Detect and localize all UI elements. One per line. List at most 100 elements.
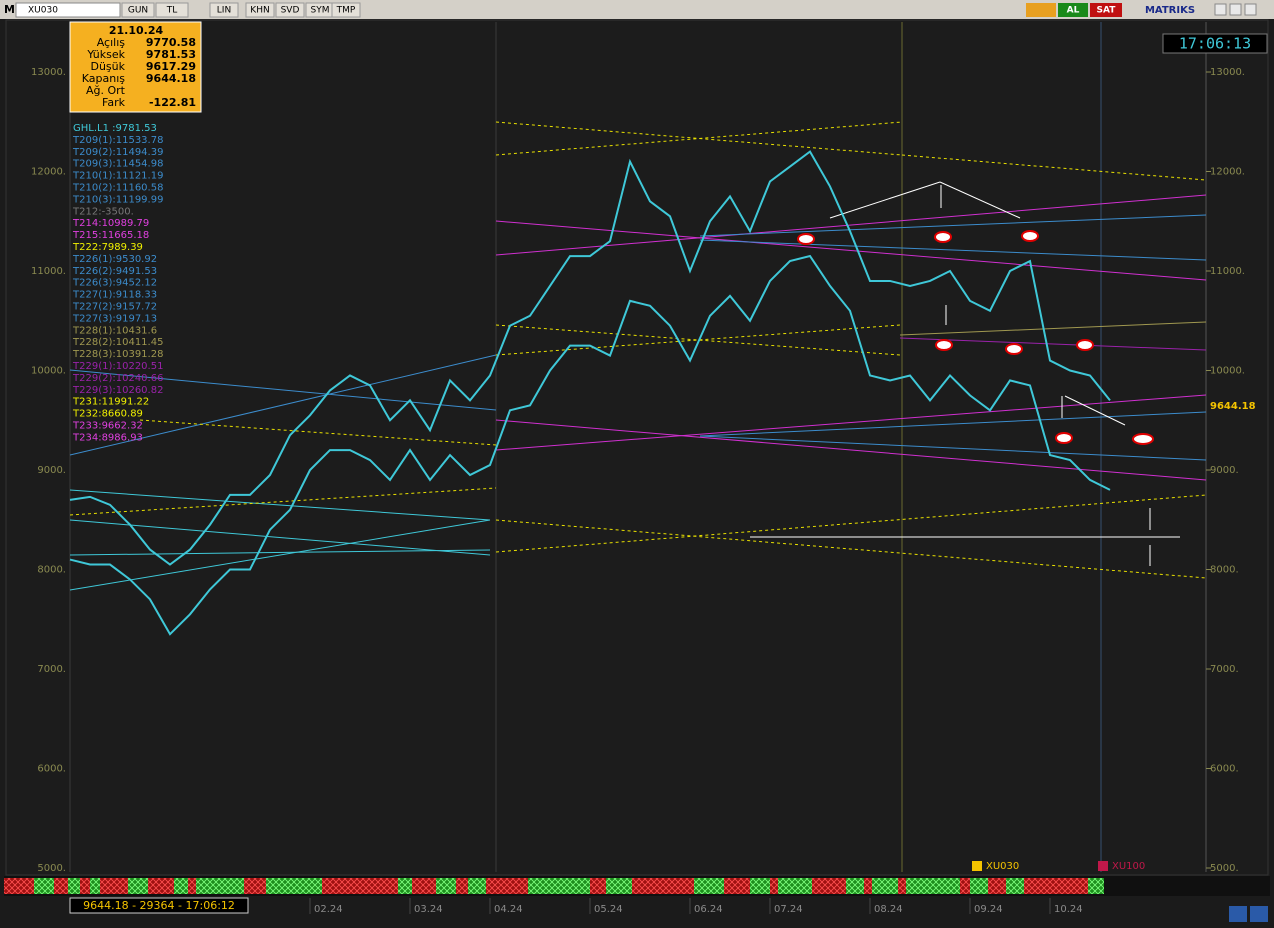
period-block	[694, 878, 724, 894]
toolbar-button-label[interactable]: TMP	[336, 6, 356, 16]
buy-label[interactable]: AL	[1067, 6, 1080, 16]
period-block	[128, 878, 148, 894]
indicator-label: T210(2):11160.58	[72, 183, 163, 194]
price-line	[69, 254, 1111, 636]
period-block	[812, 878, 846, 894]
indicator-label: T233:9662.32	[72, 421, 143, 432]
indicator-label: T226(1):9530.92	[72, 254, 157, 265]
y-tick-label: 5000.	[37, 863, 66, 874]
period-block	[80, 878, 90, 894]
indicator-label: GHL.L1 :9781.53	[73, 123, 157, 134]
indicator-label: T228(3):10391.28	[72, 349, 163, 360]
period-block	[632, 878, 694, 894]
buy-button[interactable]	[1058, 3, 1088, 17]
x-tick-label: 10.24	[1054, 904, 1083, 915]
markers	[797, 230, 1154, 445]
y-tick-label: 7000.	[1210, 664, 1239, 675]
indicator-label: T226(2):9491.53	[72, 266, 157, 277]
period-block	[1006, 878, 1024, 894]
period-block	[436, 878, 456, 894]
clock: 17:06:13	[1179, 35, 1251, 53]
indicator-label: T226(3):9452.12	[72, 278, 157, 289]
last-price: 9644.18	[1210, 401, 1256, 412]
period-block	[606, 878, 632, 894]
symbol-box[interactable]	[15, 2, 121, 18]
toolbar-button[interactable]	[155, 2, 189, 18]
scroll-button[interactable]	[1229, 906, 1247, 922]
info-label: Kapanış	[82, 72, 126, 85]
period-block	[924, 878, 960, 894]
y-tick-label: 12000.	[1210, 167, 1245, 178]
y-tick-label: 6000.	[37, 764, 66, 775]
period-block	[412, 878, 436, 894]
period-block	[778, 878, 812, 894]
period-block	[90, 878, 100, 894]
indicator-label: T228(1):10431.6	[72, 325, 157, 336]
toolbar-button-label[interactable]: SYM	[311, 6, 330, 16]
status: 9644.18 - 29364 - 17:06:12	[83, 899, 235, 912]
info-box	[69, 21, 202, 113]
clock-box	[1162, 33, 1268, 54]
close[interactable]	[1244, 3, 1257, 16]
period-block	[486, 878, 528, 894]
toolbar-button[interactable]	[209, 2, 239, 18]
icon[interactable]	[1026, 3, 1056, 17]
period-block	[68, 878, 80, 894]
y-tick-label: 9000.	[37, 465, 66, 476]
toolbar-button[interactable]	[275, 2, 305, 18]
x-tick-label: 05.24	[594, 904, 623, 915]
period-block	[960, 878, 970, 894]
x-tick-label: 06.24	[694, 904, 723, 915]
indicator-label: T209(2):11494.39	[72, 147, 163, 158]
period-block	[244, 878, 266, 894]
sell-label[interactable]: SAT	[1097, 6, 1117, 16]
minimize[interactable]	[1214, 3, 1227, 16]
period-block	[528, 878, 590, 894]
toolbar-button[interactable]	[121, 2, 155, 18]
period-block	[590, 878, 606, 894]
sell-button[interactable]	[1090, 3, 1122, 17]
info-value: 9781.53	[146, 48, 196, 61]
period-block	[398, 878, 412, 894]
indicator-label: T222:7989.39	[72, 242, 143, 253]
menu[interactable]: M	[4, 3, 15, 16]
toolbar-button-label[interactable]: LIN	[217, 6, 231, 16]
y-tick-label: 10000.	[31, 366, 66, 377]
indicator-label: T227(2):9157.72	[72, 302, 157, 313]
period-block	[148, 878, 174, 894]
indicator-label: T209(3):11454.98	[72, 159, 163, 170]
plot-area	[5, 19, 1269, 876]
period-block	[174, 878, 188, 894]
period-block	[898, 878, 906, 894]
toolbar-button-label[interactable]: GUN	[128, 6, 148, 16]
legend-swatch	[1098, 861, 1108, 871]
indicator-label: T210(3):11199.99	[72, 194, 163, 205]
maximize[interactable]	[1229, 3, 1242, 16]
scroll-button[interactable]	[1250, 906, 1268, 922]
period-block	[266, 878, 322, 894]
y-tick-label: 10000.	[1210, 366, 1245, 377]
period-block	[1024, 878, 1088, 894]
indicator-label: T229(1):10220.51	[72, 361, 163, 372]
period-block	[468, 878, 486, 894]
info-value: 9770.58	[146, 36, 196, 49]
period-block	[1088, 878, 1104, 894]
brand: MATRIKS	[1145, 5, 1195, 16]
indicator-label: T231:11991.22	[72, 397, 149, 408]
info-label: Ağ. Ort	[86, 84, 126, 97]
period-block	[188, 878, 196, 894]
toolbar-button-label[interactable]: TL	[166, 6, 178, 16]
period-block	[846, 878, 864, 894]
toolbar-button-label[interactable]: SVD	[281, 6, 300, 16]
indicator-label: T210(1):11121.19	[72, 171, 163, 182]
symbol[interactable]: XU030	[28, 6, 58, 16]
period-block	[4, 878, 34, 894]
x-tick-label: 09.24	[974, 904, 1003, 915]
y-tick-label: 13000.	[1210, 67, 1245, 78]
toolbar-button[interactable]	[331, 2, 361, 18]
toolbar-button[interactable]	[245, 2, 275, 18]
info-label: Yüksek	[86, 48, 125, 61]
toolbar-button-label[interactable]: KHN	[250, 6, 269, 16]
x-tick-label: 08.24	[874, 904, 903, 915]
